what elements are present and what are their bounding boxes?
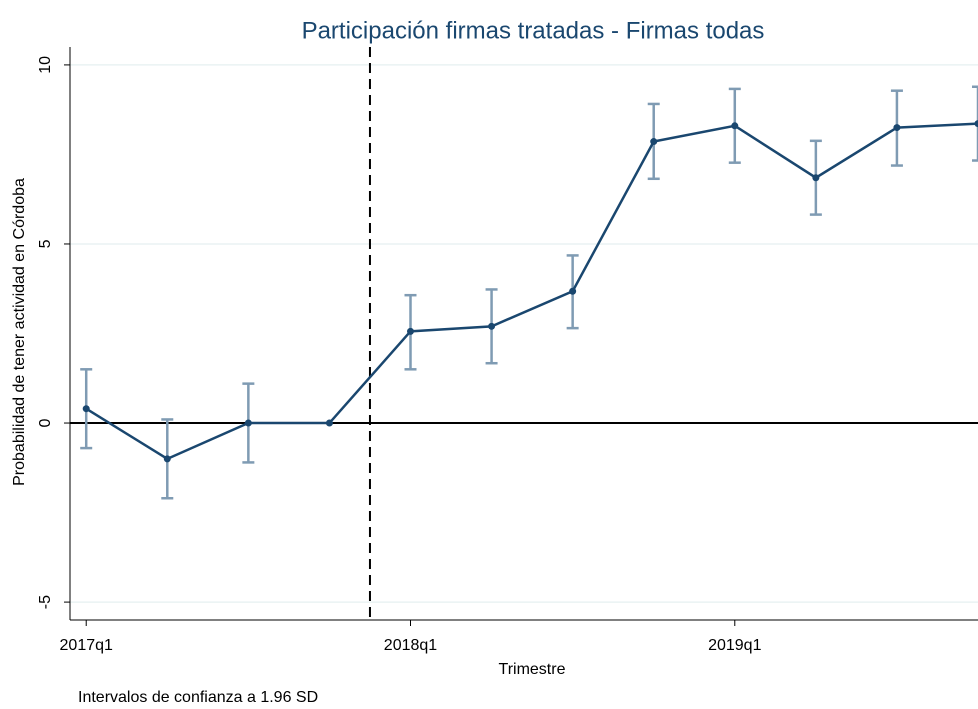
point bbox=[163, 455, 171, 463]
point bbox=[974, 120, 978, 128]
y-tick-label: 10 bbox=[37, 56, 54, 74]
y-tick-label: -5 bbox=[37, 595, 54, 609]
point bbox=[488, 322, 496, 330]
point bbox=[893, 124, 901, 132]
point bbox=[650, 138, 658, 146]
x-tick-label: 2019q1 bbox=[708, 637, 761, 654]
y-tick-label: 5 bbox=[37, 239, 54, 248]
error-bar bbox=[972, 85, 978, 162]
point bbox=[407, 327, 414, 335]
note: Intervalos de confianza a 1.96 SD bbox=[78, 689, 318, 706]
chart-title: Participación firmas tratadas - Firmas t… bbox=[302, 17, 765, 44]
y-axis-label: Probabilidad de tener actividad en Córdo… bbox=[11, 178, 28, 486]
line bbox=[85, 122, 978, 461]
point bbox=[569, 287, 577, 295]
x-tick-label: 2018q1 bbox=[384, 637, 437, 654]
point bbox=[325, 419, 333, 427]
point bbox=[731, 122, 739, 130]
point bbox=[244, 419, 252, 427]
point bbox=[812, 174, 820, 182]
x-tick-label: 2017q1 bbox=[60, 637, 113, 654]
point bbox=[82, 405, 90, 413]
y-tick-label: 0 bbox=[37, 418, 54, 427]
x-axis-label: Trimestre bbox=[499, 661, 566, 678]
